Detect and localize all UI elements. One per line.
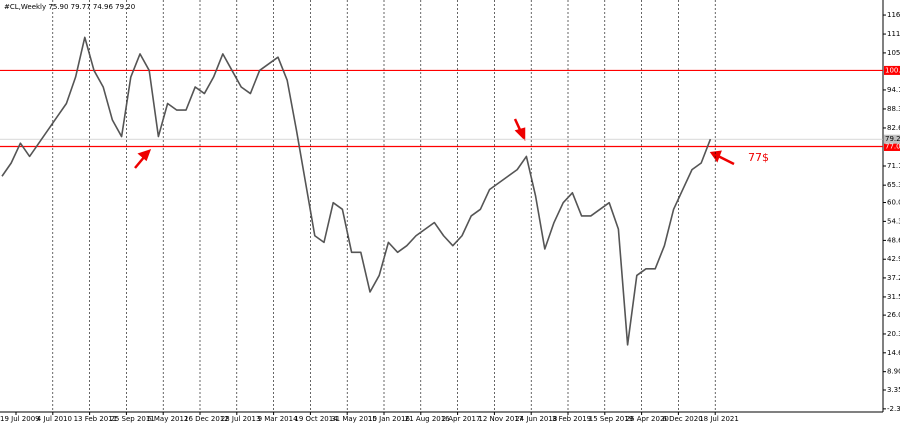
arrow-head [137, 148, 152, 162]
x-tick-label: 13 Feb 2011 [74, 415, 118, 423]
y-tick-label: 111.00 [887, 30, 900, 38]
y-tick-label: 42.90 [887, 255, 900, 263]
x-tick-label: 19 Jul 2009 [0, 415, 40, 423]
x-tick-label: 6 Dec 2020 [662, 415, 702, 423]
y-tick-label: 8.90 [887, 368, 900, 376]
arrow-head [514, 127, 526, 142]
x-tick-label: 2 Apr 2017 [442, 415, 481, 423]
price-line [1, 36, 712, 346]
x-tick-label: 6 May 2012 [147, 415, 188, 423]
x-tick-label: 9 Mar 2014 [258, 415, 298, 423]
y-tick-label: 88.35 [887, 105, 900, 113]
y-tick-label: 48.60 [887, 236, 900, 244]
y-tick-label: 37.25 [887, 274, 900, 282]
y-tick-label: 82.60 [887, 124, 900, 132]
x-tick-label: 26 Apr 2020 [626, 415, 669, 423]
y-tick-label: 14.60 [887, 349, 900, 357]
arrows [134, 118, 735, 169]
x-tick-label: 18 Jul 2021 [699, 415, 739, 423]
x-tick-label: 16 Dec 2012 [184, 415, 229, 423]
annotation: 77$ [748, 151, 769, 164]
arrow [717, 154, 735, 166]
y-tick-label: 3.35 [887, 386, 900, 394]
y-tick-label: 54.35 [887, 217, 900, 225]
level-label-box [884, 141, 900, 151]
y-tick-label: 65.30 [887, 181, 900, 189]
last-price-label: 79.20 [885, 135, 900, 143]
y-tick-label: 116.75 [887, 11, 900, 19]
y-tick-label: 60.05 [887, 199, 900, 207]
level-label: 100.00 [885, 66, 900, 74]
x-tick-label: 19 Oct 2014 [294, 415, 338, 423]
x-tick-label: 15 Sep 2019 [589, 415, 633, 423]
y-tick-label: 26.00 [887, 311, 900, 319]
level-label-box [884, 65, 900, 75]
chart-title: #CL,Weekly 75.90 79.77 74.96 79.20 [4, 3, 135, 11]
y-tick-label: 71.10 [887, 162, 900, 170]
x-tick-label: 3 Feb 2019 [552, 415, 591, 423]
y-tick-label: 94.10 [887, 86, 900, 94]
y-tick-label: 105.30 [887, 49, 900, 57]
last-price-box [884, 134, 900, 144]
level-label: 77.00 [885, 142, 900, 150]
y-tick-label: 20.30 [887, 330, 900, 338]
x-tick-label: 12 Nov 2017 [478, 415, 523, 423]
y-tick-label: 31.50 [887, 293, 900, 301]
x-tick-label: 24 Jun 2018 [515, 415, 557, 423]
arrow-head [709, 150, 722, 163]
x-tick-label: 25 Sep 2011 [110, 415, 154, 423]
x-tick-label: 21 Aug 2016 [405, 415, 450, 423]
y-tick-label: -2.35 [887, 405, 900, 413]
x-tick-label: 10 Jan 2016 [368, 415, 411, 423]
x-tick-label: 28 Jul 2013 [221, 415, 261, 423]
x-tick-label: 4 Jul 2010 [37, 415, 72, 423]
x-tick-label: 31 May 2015 [331, 415, 377, 423]
